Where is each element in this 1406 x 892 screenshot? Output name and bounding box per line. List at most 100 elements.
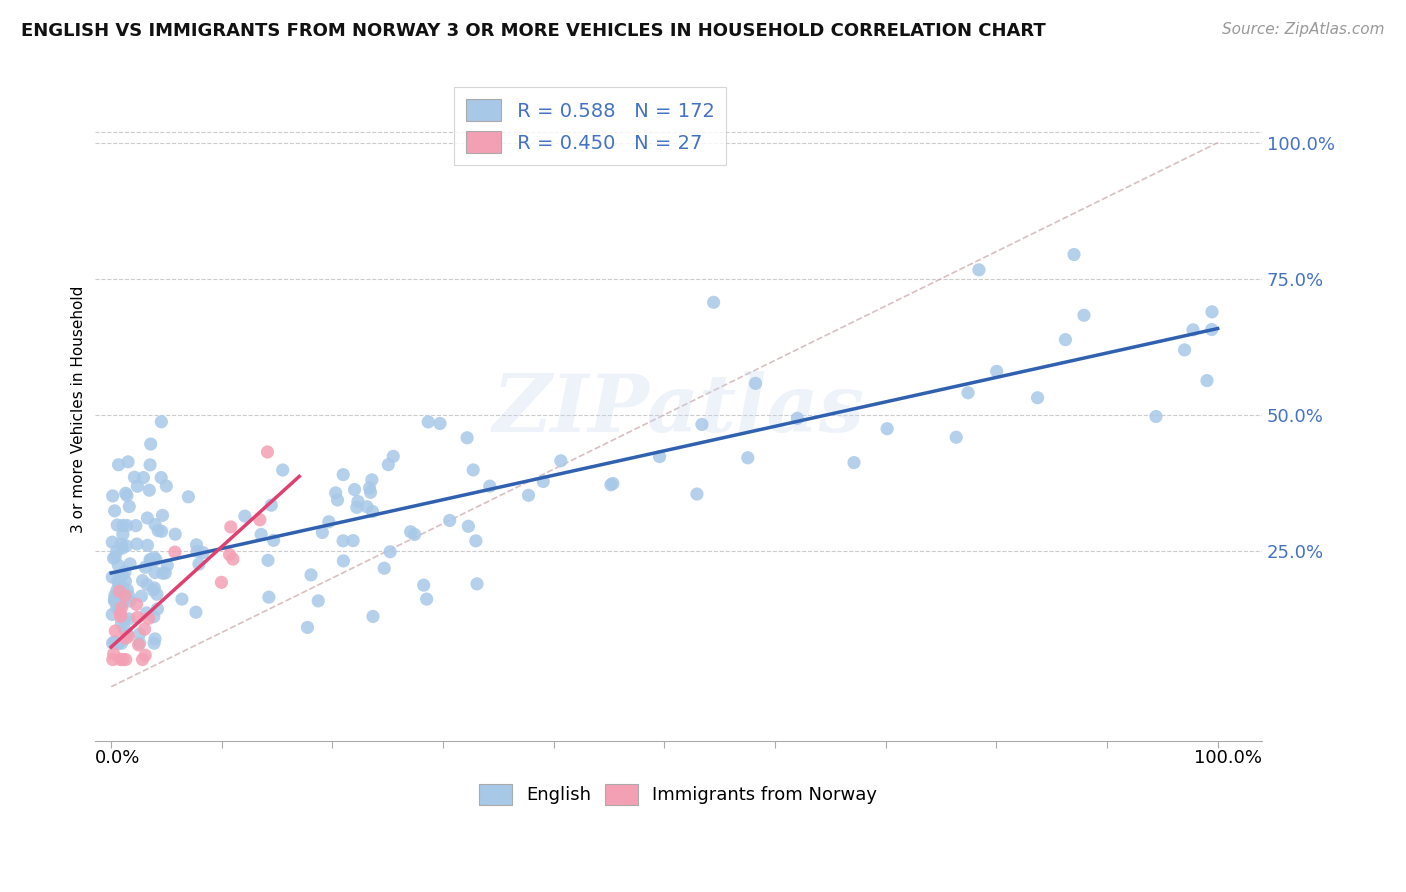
Text: Source: ZipAtlas.com: Source: ZipAtlas.com (1222, 22, 1385, 37)
Point (186, 544, 208, 558)
Point (170, 592, 193, 607)
Point (127, 610, 149, 624)
Point (117, 455, 139, 469)
Point (233, 509, 256, 524)
Point (986, 364, 1008, 378)
Point (360, 485, 382, 500)
Point (105, 544, 128, 558)
Point (114, 574, 136, 589)
Point (136, 511, 159, 525)
Text: ZIPatlas: ZIPatlas (492, 370, 865, 448)
Point (146, 602, 169, 616)
Point (517, 488, 540, 502)
Point (117, 582, 139, 597)
Point (1073, 308, 1095, 322)
Point (118, 612, 141, 626)
Point (257, 590, 280, 604)
Point (110, 537, 132, 551)
Point (115, 539, 138, 553)
Point (104, 636, 127, 650)
Point (124, 470, 146, 484)
Point (209, 575, 232, 590)
Point (177, 490, 200, 504)
Point (139, 552, 162, 566)
Point (600, 477, 623, 491)
Point (152, 508, 174, 523)
Point (111, 527, 134, 541)
Point (478, 479, 501, 493)
Legend: English, Immigrants from Norway: English, Immigrants from Norway (472, 777, 884, 812)
Point (318, 515, 340, 529)
Point (111, 596, 134, 610)
Point (125, 598, 148, 612)
Point (456, 431, 478, 445)
Point (104, 592, 127, 607)
Point (356, 500, 378, 514)
Point (415, 592, 437, 607)
Point (114, 589, 136, 603)
Point (142, 609, 165, 624)
Point (378, 545, 401, 559)
Point (136, 538, 159, 552)
Point (107, 558, 129, 573)
Point (143, 636, 166, 650)
Point (299, 567, 322, 582)
Point (139, 553, 162, 567)
Point (1195, 374, 1218, 388)
Point (531, 475, 554, 489)
Point (786, 411, 808, 425)
Point (117, 627, 139, 641)
Point (104, 588, 127, 602)
Point (131, 652, 153, 666)
Point (464, 533, 486, 548)
Text: 0.0%: 0.0% (94, 749, 141, 767)
Point (342, 533, 364, 548)
Point (111, 518, 134, 533)
Point (103, 551, 125, 566)
Point (143, 566, 166, 580)
Point (107, 636, 129, 650)
Point (110, 652, 132, 666)
Point (134, 560, 156, 574)
Point (1054, 333, 1077, 347)
Point (127, 479, 149, 493)
Point (117, 629, 139, 643)
Point (332, 533, 354, 548)
Point (150, 415, 173, 429)
Point (219, 520, 242, 534)
Point (118, 589, 141, 603)
Point (463, 463, 485, 477)
Point (155, 566, 177, 580)
Point (359, 481, 381, 495)
Point (115, 518, 138, 533)
Point (110, 578, 132, 592)
Point (347, 494, 370, 508)
Point (457, 519, 479, 533)
Point (967, 263, 990, 277)
Point (114, 486, 136, 500)
Point (105, 518, 128, 533)
Point (111, 541, 134, 556)
Point (114, 631, 136, 645)
Point (125, 518, 148, 533)
Text: 100.0%: 100.0% (1194, 749, 1263, 767)
Point (690, 417, 713, 432)
Point (256, 445, 278, 459)
Point (143, 550, 166, 565)
Point (101, 570, 124, 584)
Point (120, 557, 142, 571)
Point (360, 473, 382, 487)
Point (1026, 391, 1049, 405)
Point (105, 636, 128, 650)
Point (125, 537, 148, 551)
Point (143, 632, 166, 646)
Point (146, 524, 169, 538)
Point (138, 483, 160, 498)
Point (110, 609, 132, 624)
Point (134, 622, 156, 636)
Point (361, 504, 384, 518)
Point (361, 609, 384, 624)
Point (382, 450, 405, 464)
Point (111, 582, 134, 596)
Point (107, 574, 129, 589)
